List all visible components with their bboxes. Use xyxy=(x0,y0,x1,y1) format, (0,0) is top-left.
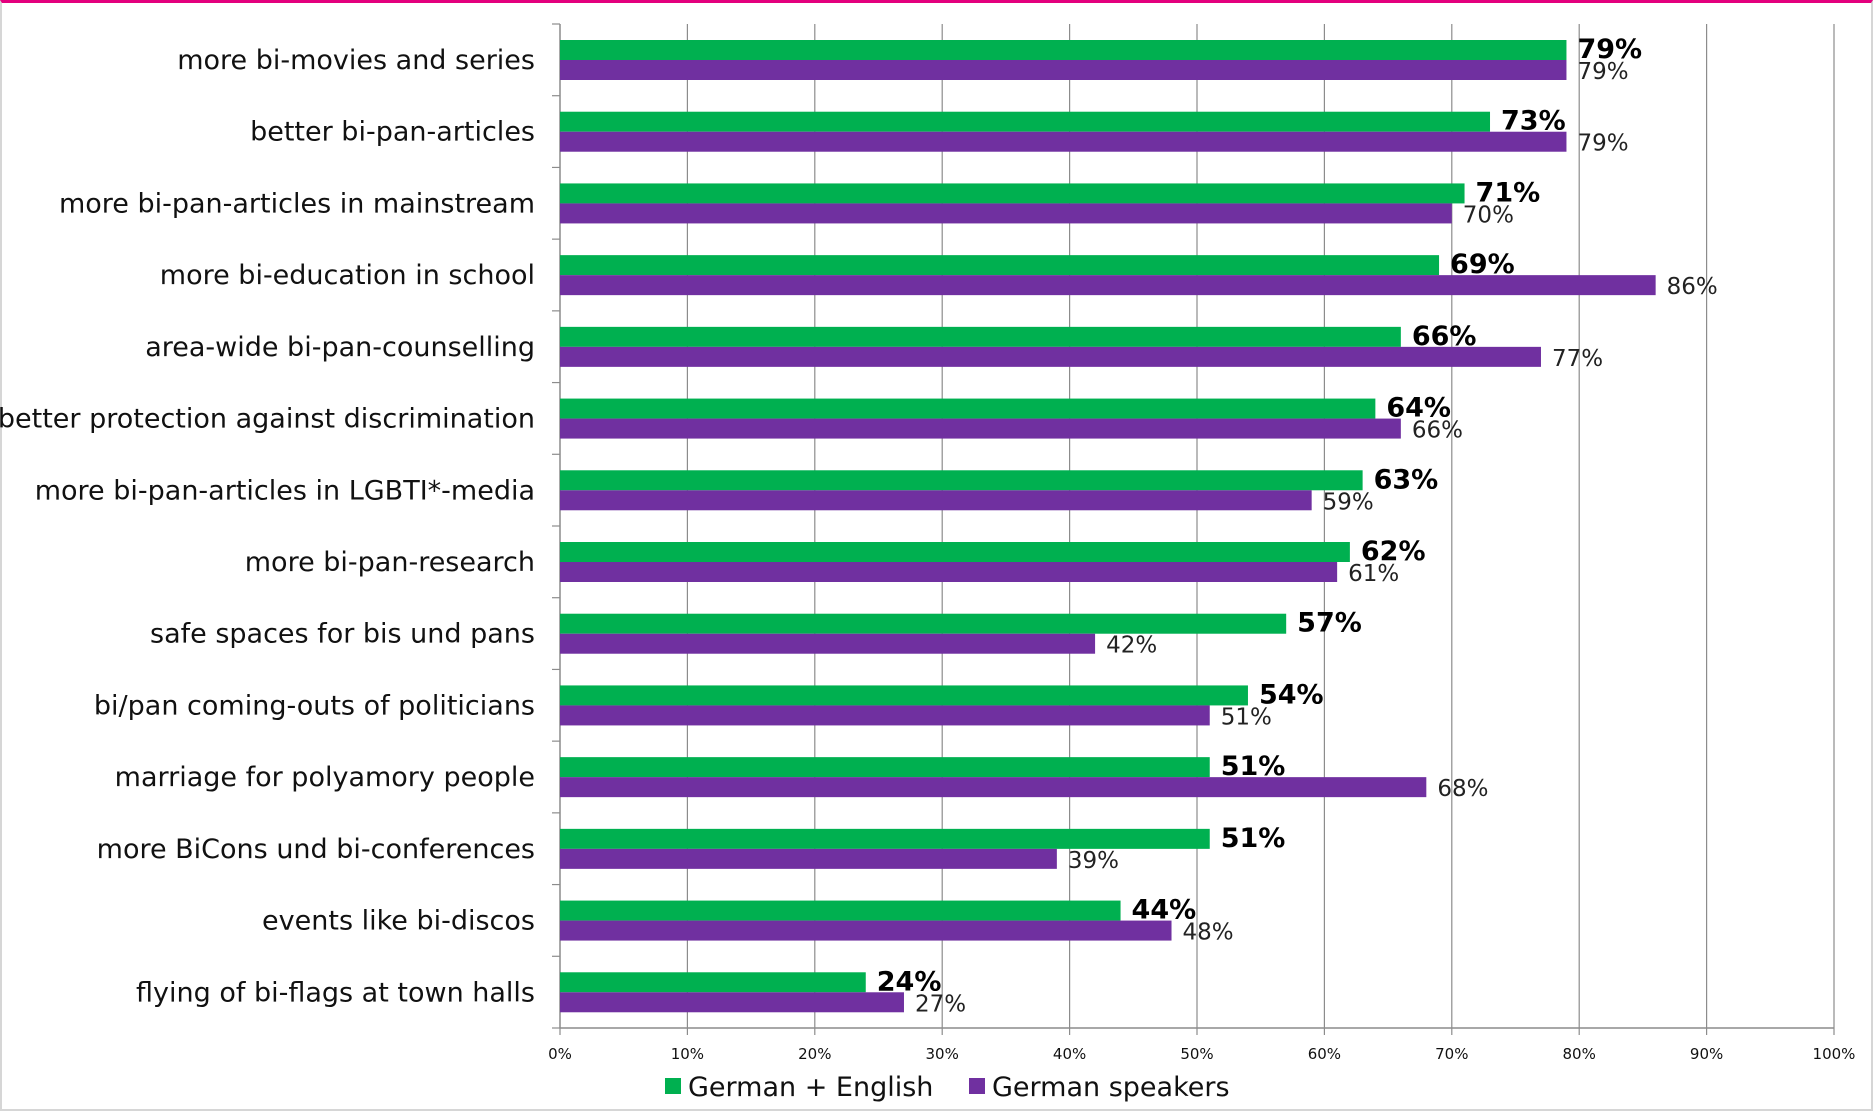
x-tick-label: 100% xyxy=(1813,1045,1856,1063)
bar-german-english xyxy=(560,326,1401,347)
data-label-german-speakers: 79% xyxy=(1577,131,1628,157)
x-tick-label: 70% xyxy=(1435,1045,1468,1063)
legend-label: German + English xyxy=(688,1072,933,1103)
data-label-german-english: 79% xyxy=(1577,34,1642,65)
data-label-german-english: 51% xyxy=(1221,823,1286,854)
data-label-german-english: 64% xyxy=(1386,393,1451,424)
bar-german-english xyxy=(560,613,1287,634)
category-label: more bi-pan-articles in LGBTI*-media xyxy=(35,475,535,506)
bar-german-speakers xyxy=(560,275,1656,296)
category-label: area-wide bi-pan-counselling xyxy=(145,332,535,363)
bar-german-english xyxy=(560,757,1210,778)
data-label-german-speakers: 79% xyxy=(1577,59,1628,85)
bar-german-speakers xyxy=(560,203,1452,224)
bar-german-english xyxy=(560,111,1491,132)
data-label-german-english: 44% xyxy=(1132,895,1197,926)
bar-german-english xyxy=(560,828,1210,849)
category-label: more BiCons und bi-conferences xyxy=(97,834,535,865)
data-label-german-speakers: 77% xyxy=(1552,346,1603,372)
data-label-german-english: 63% xyxy=(1374,464,1439,495)
bar-german-speakers xyxy=(560,777,1427,798)
category-label: better protection against discrimination xyxy=(0,404,535,435)
data-label-german-english: 71% xyxy=(1476,177,1541,208)
bar-german-speakers xyxy=(560,418,1401,439)
x-tick-label: 90% xyxy=(1690,1045,1723,1063)
data-label-german-english: 57% xyxy=(1297,608,1362,639)
data-label-german-english: 54% xyxy=(1259,679,1324,710)
data-label-german-speakers: 59% xyxy=(1323,489,1374,515)
category-label: more bi-movies and series xyxy=(177,45,535,76)
category-label: bi/pan coming-outs of politicians xyxy=(94,690,535,721)
x-tick-label: 30% xyxy=(926,1045,959,1063)
bar-german-speakers xyxy=(560,490,1312,511)
bar-german-english xyxy=(560,255,1440,276)
bar-german-english xyxy=(560,183,1465,204)
x-tick-label: 0% xyxy=(548,1045,572,1063)
x-tick-label: 80% xyxy=(1563,1045,1596,1063)
category-label: more bi-pan-research xyxy=(245,547,535,578)
x-tick-label: 20% xyxy=(798,1045,831,1063)
bar-german-english xyxy=(560,900,1121,921)
x-tick-label: 10% xyxy=(671,1045,704,1063)
category-label: better bi-pan-articles xyxy=(250,117,535,148)
category-label: more bi-education in school xyxy=(160,260,535,291)
category-label: events like bi-discos xyxy=(262,906,535,937)
bar-german-english xyxy=(560,972,866,993)
data-label-german-english: 73% xyxy=(1501,106,1566,137)
bar-german-english xyxy=(560,40,1567,60)
legend-swatch xyxy=(969,1078,985,1094)
data-label-german-speakers: 68% xyxy=(1437,776,1488,802)
x-tick-label: 60% xyxy=(1308,1045,1341,1063)
bar-german-english xyxy=(560,398,1376,419)
category-label: marriage for polyamory people xyxy=(115,762,535,793)
data-label-german-speakers: 27% xyxy=(915,991,966,1017)
data-label-german-speakers: 42% xyxy=(1106,633,1157,659)
data-label-german-english: 66% xyxy=(1412,321,1477,352)
bar-german-speakers xyxy=(560,848,1057,869)
bar-german-speakers xyxy=(560,992,904,1013)
data-label-german-speakers: 48% xyxy=(1183,920,1234,946)
category-label: more bi-pan-articles in mainstream xyxy=(59,188,535,219)
data-label-german-speakers: 61% xyxy=(1348,561,1399,587)
bar-german-speakers xyxy=(560,705,1210,726)
legend-label: German speakers xyxy=(992,1072,1230,1103)
data-label-german-english: 62% xyxy=(1361,536,1426,567)
bar-german-speakers xyxy=(560,633,1096,654)
data-label-german-english: 51% xyxy=(1221,751,1286,782)
bar-german-speakers xyxy=(560,131,1567,152)
data-label-german-speakers: 66% xyxy=(1412,418,1463,444)
bar-german-speakers xyxy=(560,346,1541,367)
x-tick-label: 50% xyxy=(1180,1045,1213,1063)
bar-german-english xyxy=(560,470,1363,491)
bar-german-speakers xyxy=(560,920,1172,941)
legend-swatch xyxy=(665,1078,681,1094)
category-label: flying of bi-flags at town halls xyxy=(136,977,535,1008)
bar-german-english xyxy=(560,685,1248,706)
bar-german-speakers xyxy=(560,562,1338,582)
bar-german-speakers xyxy=(560,60,1567,80)
data-label-german-speakers: 86% xyxy=(1667,274,1718,300)
data-label-german-english: 24% xyxy=(877,966,942,997)
data-label-german-speakers: 51% xyxy=(1221,704,1272,730)
data-label-german-speakers: 70% xyxy=(1463,202,1514,228)
category-label: safe spaces for bis und pans xyxy=(150,619,535,650)
data-label-german-english: 69% xyxy=(1450,249,1515,280)
data-label-german-speakers: 39% xyxy=(1068,848,1119,874)
x-tick-label: 40% xyxy=(1053,1045,1086,1063)
bar-german-english xyxy=(560,542,1350,562)
